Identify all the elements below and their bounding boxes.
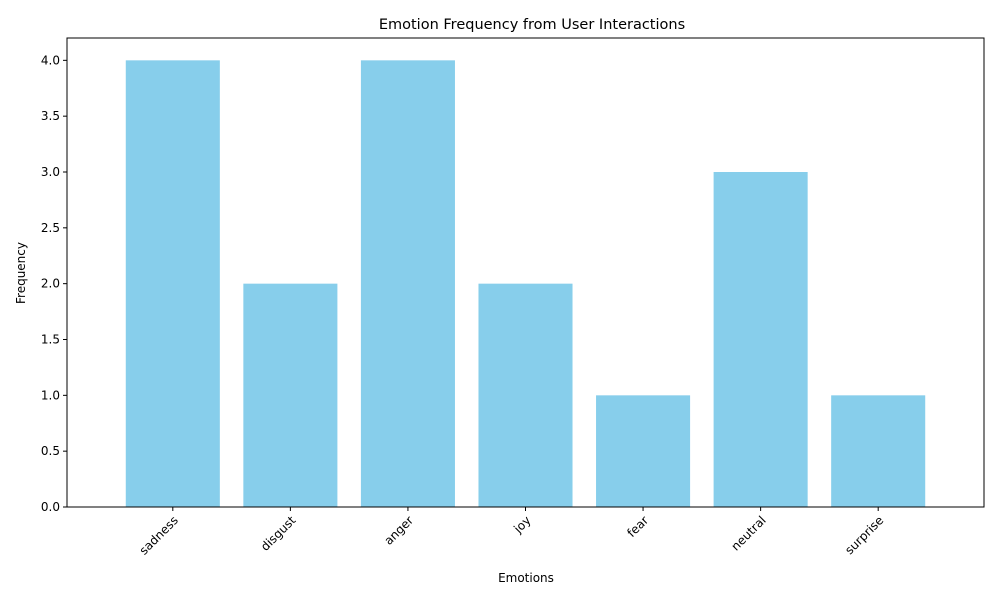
bar-sadness bbox=[125, 60, 220, 507]
y-tick-label: 1.5 bbox=[41, 333, 60, 347]
y-tick-label: 2.5 bbox=[41, 221, 60, 235]
plot-frame bbox=[66, 37, 985, 508]
bars-group bbox=[125, 60, 926, 507]
bar-fear bbox=[596, 395, 691, 507]
x-tick-label-disgust: disgust bbox=[258, 513, 299, 554]
y-tick-label: 0.0 bbox=[41, 500, 60, 514]
x-tick-label-neutral: neutral bbox=[728, 513, 768, 553]
chart-title: Emotion Frequency from User Interactions bbox=[379, 17, 685, 33]
y-tick-label: 0.5 bbox=[41, 444, 60, 458]
y-axis-label: Frequency bbox=[14, 242, 28, 304]
x-tick-label-joy: joy bbox=[510, 513, 533, 536]
x-axis-ticks: sadness disgust anger joy fear neutral surpris… bbox=[137, 507, 886, 558]
y-tick-label: 4.0 bbox=[41, 53, 60, 67]
y-axis-ticks: 0.0 0.5 1.0 1.5 2.0 2.5 3.0 3.5 4.0 bbox=[41, 53, 67, 514]
x-axis-label: Emotions bbox=[498, 571, 554, 585]
bar-joy bbox=[478, 283, 573, 507]
x-tick-label-surprise: surprise bbox=[842, 513, 886, 557]
x-tick-label-fear: fear bbox=[624, 513, 651, 540]
y-tick-label: 3.5 bbox=[41, 109, 60, 123]
bar-disgust bbox=[243, 283, 338, 507]
x-tick-label-sadness: sadness bbox=[137, 513, 181, 557]
x-tick-label-anger: anger bbox=[381, 513, 416, 548]
bar-neutral bbox=[713, 172, 808, 507]
y-tick-label: 2.0 bbox=[41, 277, 60, 291]
y-tick-label: 1.0 bbox=[41, 388, 60, 402]
bar-anger bbox=[360, 60, 455, 507]
y-tick-label: 3.0 bbox=[41, 165, 60, 179]
bar-surprise bbox=[831, 395, 926, 507]
